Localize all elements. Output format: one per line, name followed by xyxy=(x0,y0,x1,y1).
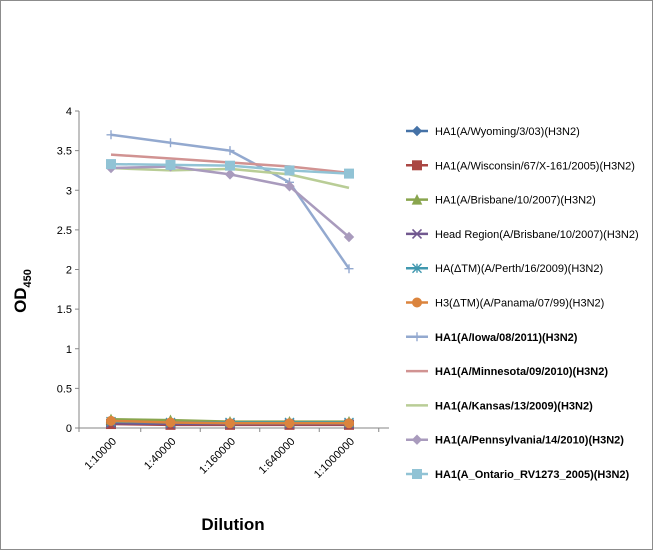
legend-item: HA(ΔTM)(A/Perth/16/2009)(H3N2) xyxy=(406,263,603,275)
legend-marker xyxy=(412,297,422,308)
series-layer xyxy=(105,130,355,430)
legend-marker xyxy=(412,469,422,479)
x-axis: 1:10000 1:40000 1:160000 1:640000 1:1000000 xyxy=(78,427,389,481)
x-tick-label: 1:160000 xyxy=(197,436,238,477)
legend-item: HA1(A_Ontario_RV1273_2005)(H3N2) xyxy=(406,469,630,481)
data-point xyxy=(165,159,176,170)
data-point xyxy=(284,181,295,192)
series-10 xyxy=(105,161,355,243)
y-tick-label: 3.5 xyxy=(57,146,72,158)
series-11 xyxy=(106,159,354,179)
legend-marker xyxy=(411,125,423,137)
legend-label: Head Region(A/Brisbane/10/2007)(H3N2) xyxy=(435,229,639,241)
data-point xyxy=(106,159,116,170)
y-tick-label: 0 xyxy=(66,423,72,435)
legend-label: HA1(A/Minnesota/09/2010)(H3N2) xyxy=(435,366,608,378)
data-point xyxy=(225,160,235,171)
y-axis-title: OD450 xyxy=(11,269,34,313)
legend-label: HA1(A/Wyoming/3/03)(H3N2) xyxy=(435,126,580,138)
legend-item: HA1(A/Brisbane/10/2007)(H3N2) xyxy=(406,193,596,207)
legend-item: Head Region(A/Brisbane/10/2007)(H3N2) xyxy=(406,228,639,241)
data-point xyxy=(344,418,354,429)
x-tick-label: 1:640000 xyxy=(257,436,298,477)
data-point xyxy=(343,231,355,243)
y-tick-label: 2.5 xyxy=(57,225,72,237)
data-point xyxy=(225,418,235,429)
x-axis-title: Dilution xyxy=(201,515,264,534)
data-point xyxy=(165,417,176,428)
legend-item: HA1(A/Wisconsin/67/X-161/2005)(H3N2) xyxy=(406,160,635,172)
y-tick-label: 3 xyxy=(66,185,72,197)
legend-item: HA1(A/Kansas/13/2009)(H3N2) xyxy=(406,400,593,412)
y-axis-title-subscript: 450 xyxy=(22,269,34,287)
y-tick-label: 1 xyxy=(66,344,72,356)
data-point xyxy=(106,130,116,140)
data-point xyxy=(166,138,175,148)
x-tick-label: 1:40000 xyxy=(142,436,179,473)
legend-item: HA1(A/Wyoming/3/03)(H3N2) xyxy=(406,125,580,138)
legend-marker xyxy=(411,193,423,205)
data-point xyxy=(224,169,236,180)
data-point xyxy=(284,165,295,176)
legend-marker xyxy=(411,434,423,445)
legend-item: HA1(A/Pennsylvania/14/2010)(H3N2) xyxy=(406,434,624,447)
y-tick-label: 1.5 xyxy=(57,304,72,316)
legend-marker xyxy=(412,263,422,274)
legend-label: H3(ΔTM)(A/Panama/07/99)(H3N2) xyxy=(435,298,604,310)
data-point xyxy=(106,415,116,426)
legend-item: HA1(A/Minnesota/09/2010)(H3N2) xyxy=(406,366,608,378)
data-point xyxy=(225,146,235,156)
y-axis: 0 0.5 1 1.5 2 2.5 3 3.5 4 xyxy=(57,106,80,435)
data-point xyxy=(344,264,354,274)
y-tick-label: 0.5 xyxy=(57,383,72,395)
y-tick-label: 2 xyxy=(66,265,72,277)
legend-marker xyxy=(411,228,423,239)
y-axis-title-main: OD xyxy=(11,287,30,313)
legend-item: H3(ΔTM)(A/Panama/07/99)(H3N2) xyxy=(406,297,604,310)
data-point xyxy=(284,418,295,429)
legend-label: HA1(A/Iowa/08/2011)(H3N2) xyxy=(435,332,578,344)
legend-label: HA1(A_Ontario_RV1273_2005)(H3N2) xyxy=(435,469,630,481)
data-point xyxy=(344,168,354,179)
legend-label: HA1(A/Brisbane/10/2007)(H3N2) xyxy=(435,195,596,207)
legend-marker xyxy=(412,160,422,171)
legend: HA1(A/Wyoming/3/03)(H3N2) HA1(A/Wisconsin… xyxy=(406,125,639,481)
legend-label: HA1(A/Pennsylvania/14/2010)(H3N2) xyxy=(435,435,624,447)
series-6 xyxy=(106,415,354,429)
y-tick-label: 4 xyxy=(66,106,72,118)
legend-label: HA(ΔTM)(A/Perth/16/2009)(H3N2) xyxy=(435,263,603,275)
x-tick-label: 1:1000000 xyxy=(312,436,357,481)
x-tick-label: 1:10000 xyxy=(83,436,120,473)
legend-label: HA1(A/Wisconsin/67/X-161/2005)(H3N2) xyxy=(435,160,635,172)
legend-item: HA1(A/Iowa/08/2011)(H3N2) xyxy=(406,332,578,344)
legend-label: HA1(A/Kansas/13/2009)(H3N2) xyxy=(435,400,593,412)
legend-marker xyxy=(412,332,422,342)
series-7 xyxy=(106,130,354,274)
